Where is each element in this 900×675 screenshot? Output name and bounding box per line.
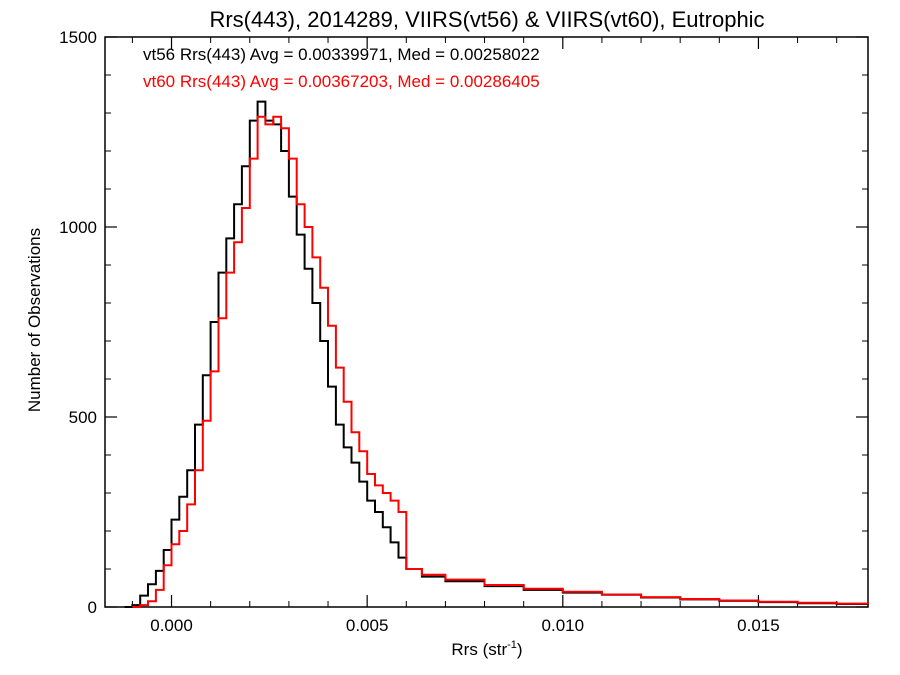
x-tick-label: 0.015 (737, 616, 780, 635)
chart-title: Rrs(443), 2014289, VIIRS(vt56) & VIIRS(v… (209, 7, 764, 32)
y-axis-label: Number of Observations (25, 228, 44, 412)
series-line-vt60 (132, 115, 869, 608)
x-axis-label: Rrs (str-1) (451, 639, 522, 659)
x-tick-label: 0.000 (150, 616, 193, 635)
x-tick-label: 0.005 (346, 616, 389, 635)
legend-entry: vt56 Rrs(443) Avg = 0.00339971, Med = 0.… (143, 45, 540, 64)
y-tick-label: 1500 (59, 28, 97, 47)
y-tick-label: 0 (88, 598, 97, 617)
plot-frame (104, 36, 869, 608)
legend-entry: vt60 Rrs(443) Avg = 0.00367203, Med = 0.… (143, 72, 540, 91)
x-axis-label-main: Rrs (str (451, 640, 507, 659)
x-axis-label-close: ) (517, 640, 523, 659)
series-line-vt56 (124, 100, 869, 608)
x-tick-label: 0.010 (542, 616, 585, 635)
y-tick-label: 500 (69, 408, 97, 427)
y-tick-label: 1000 (59, 218, 97, 237)
x-axis-label-sup: -1 (507, 639, 517, 651)
